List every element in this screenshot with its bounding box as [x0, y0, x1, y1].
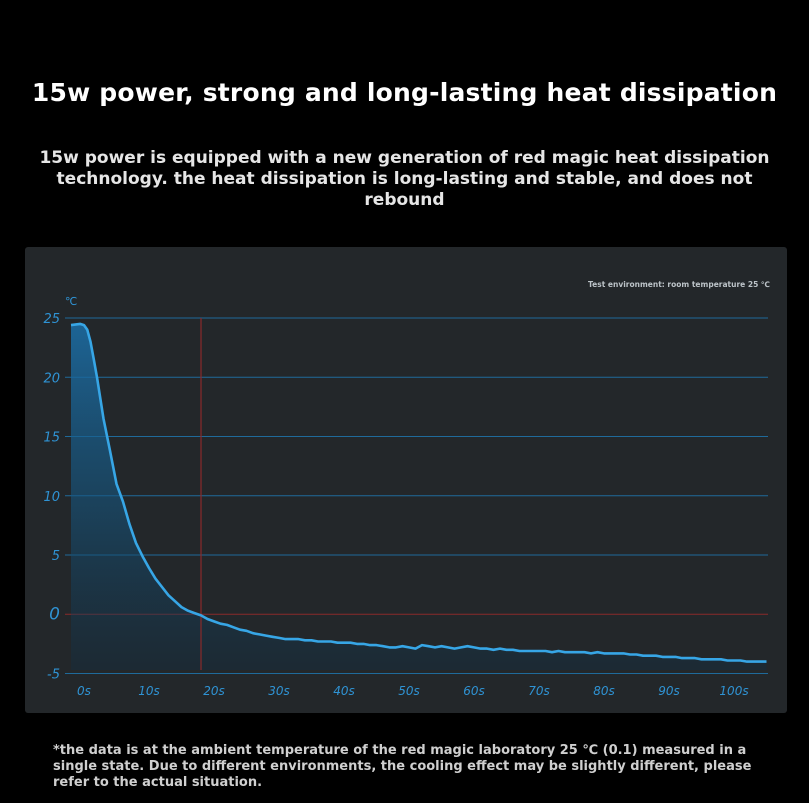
series-line	[70, 322, 767, 663]
page-subtitle: 15w power is equipped with a new generat…	[39, 148, 770, 210]
y-tick-label: 15	[43, 431, 60, 446]
environment-note: Test environment: room temperature 25 ℃	[588, 280, 770, 289]
y-axis-ticks: 25 20 15 10 5 0 -5	[43, 312, 60, 683]
series-area	[71, 323, 767, 670]
y-tick-label: 25	[43, 312, 60, 327]
x-tick-label: 60s	[463, 684, 485, 698]
x-tick-label: 80s	[593, 684, 615, 698]
x-tick-label: 50s	[398, 684, 420, 698]
x-tick-label: 40s	[333, 684, 355, 698]
y-tick-label: -5	[47, 668, 60, 683]
x-axis-ticks: 0s 10s 20s 30s 40s 50s 60s 70s 80s 90s 100s	[77, 684, 749, 698]
x-tick-label: 70s	[528, 684, 550, 698]
x-tick-label: 0s	[77, 684, 91, 698]
y-tick-label: 0	[49, 604, 60, 624]
x-tick-label: 10s	[138, 684, 160, 698]
chart-panel: 25 20 15 10 5 0 -5 0s 10s 20s 30s 40s 50s 60s 70s 80s 9…	[25, 247, 787, 713]
y-tick-label: 5	[52, 549, 60, 564]
y-axis-unit: ℃	[65, 295, 77, 308]
temperature-chart: 25 20 15 10 5 0 -5 0s 10s 20s 30s 40s 50s 60s 70s 80s 9…	[43, 280, 770, 698]
y-tick-label: 10	[43, 490, 60, 505]
page-title: 15w power, strong and long-lasting heat …	[31, 78, 778, 107]
y-tick-label: 20	[43, 371, 60, 386]
x-tick-label: 20s	[203, 684, 225, 698]
x-tick-label: 90s	[658, 684, 680, 698]
x-tick-label: 100s	[719, 684, 748, 698]
x-tick-label: 30s	[268, 684, 290, 698]
footnote: *the data is at the ambient temperature …	[53, 743, 752, 790]
